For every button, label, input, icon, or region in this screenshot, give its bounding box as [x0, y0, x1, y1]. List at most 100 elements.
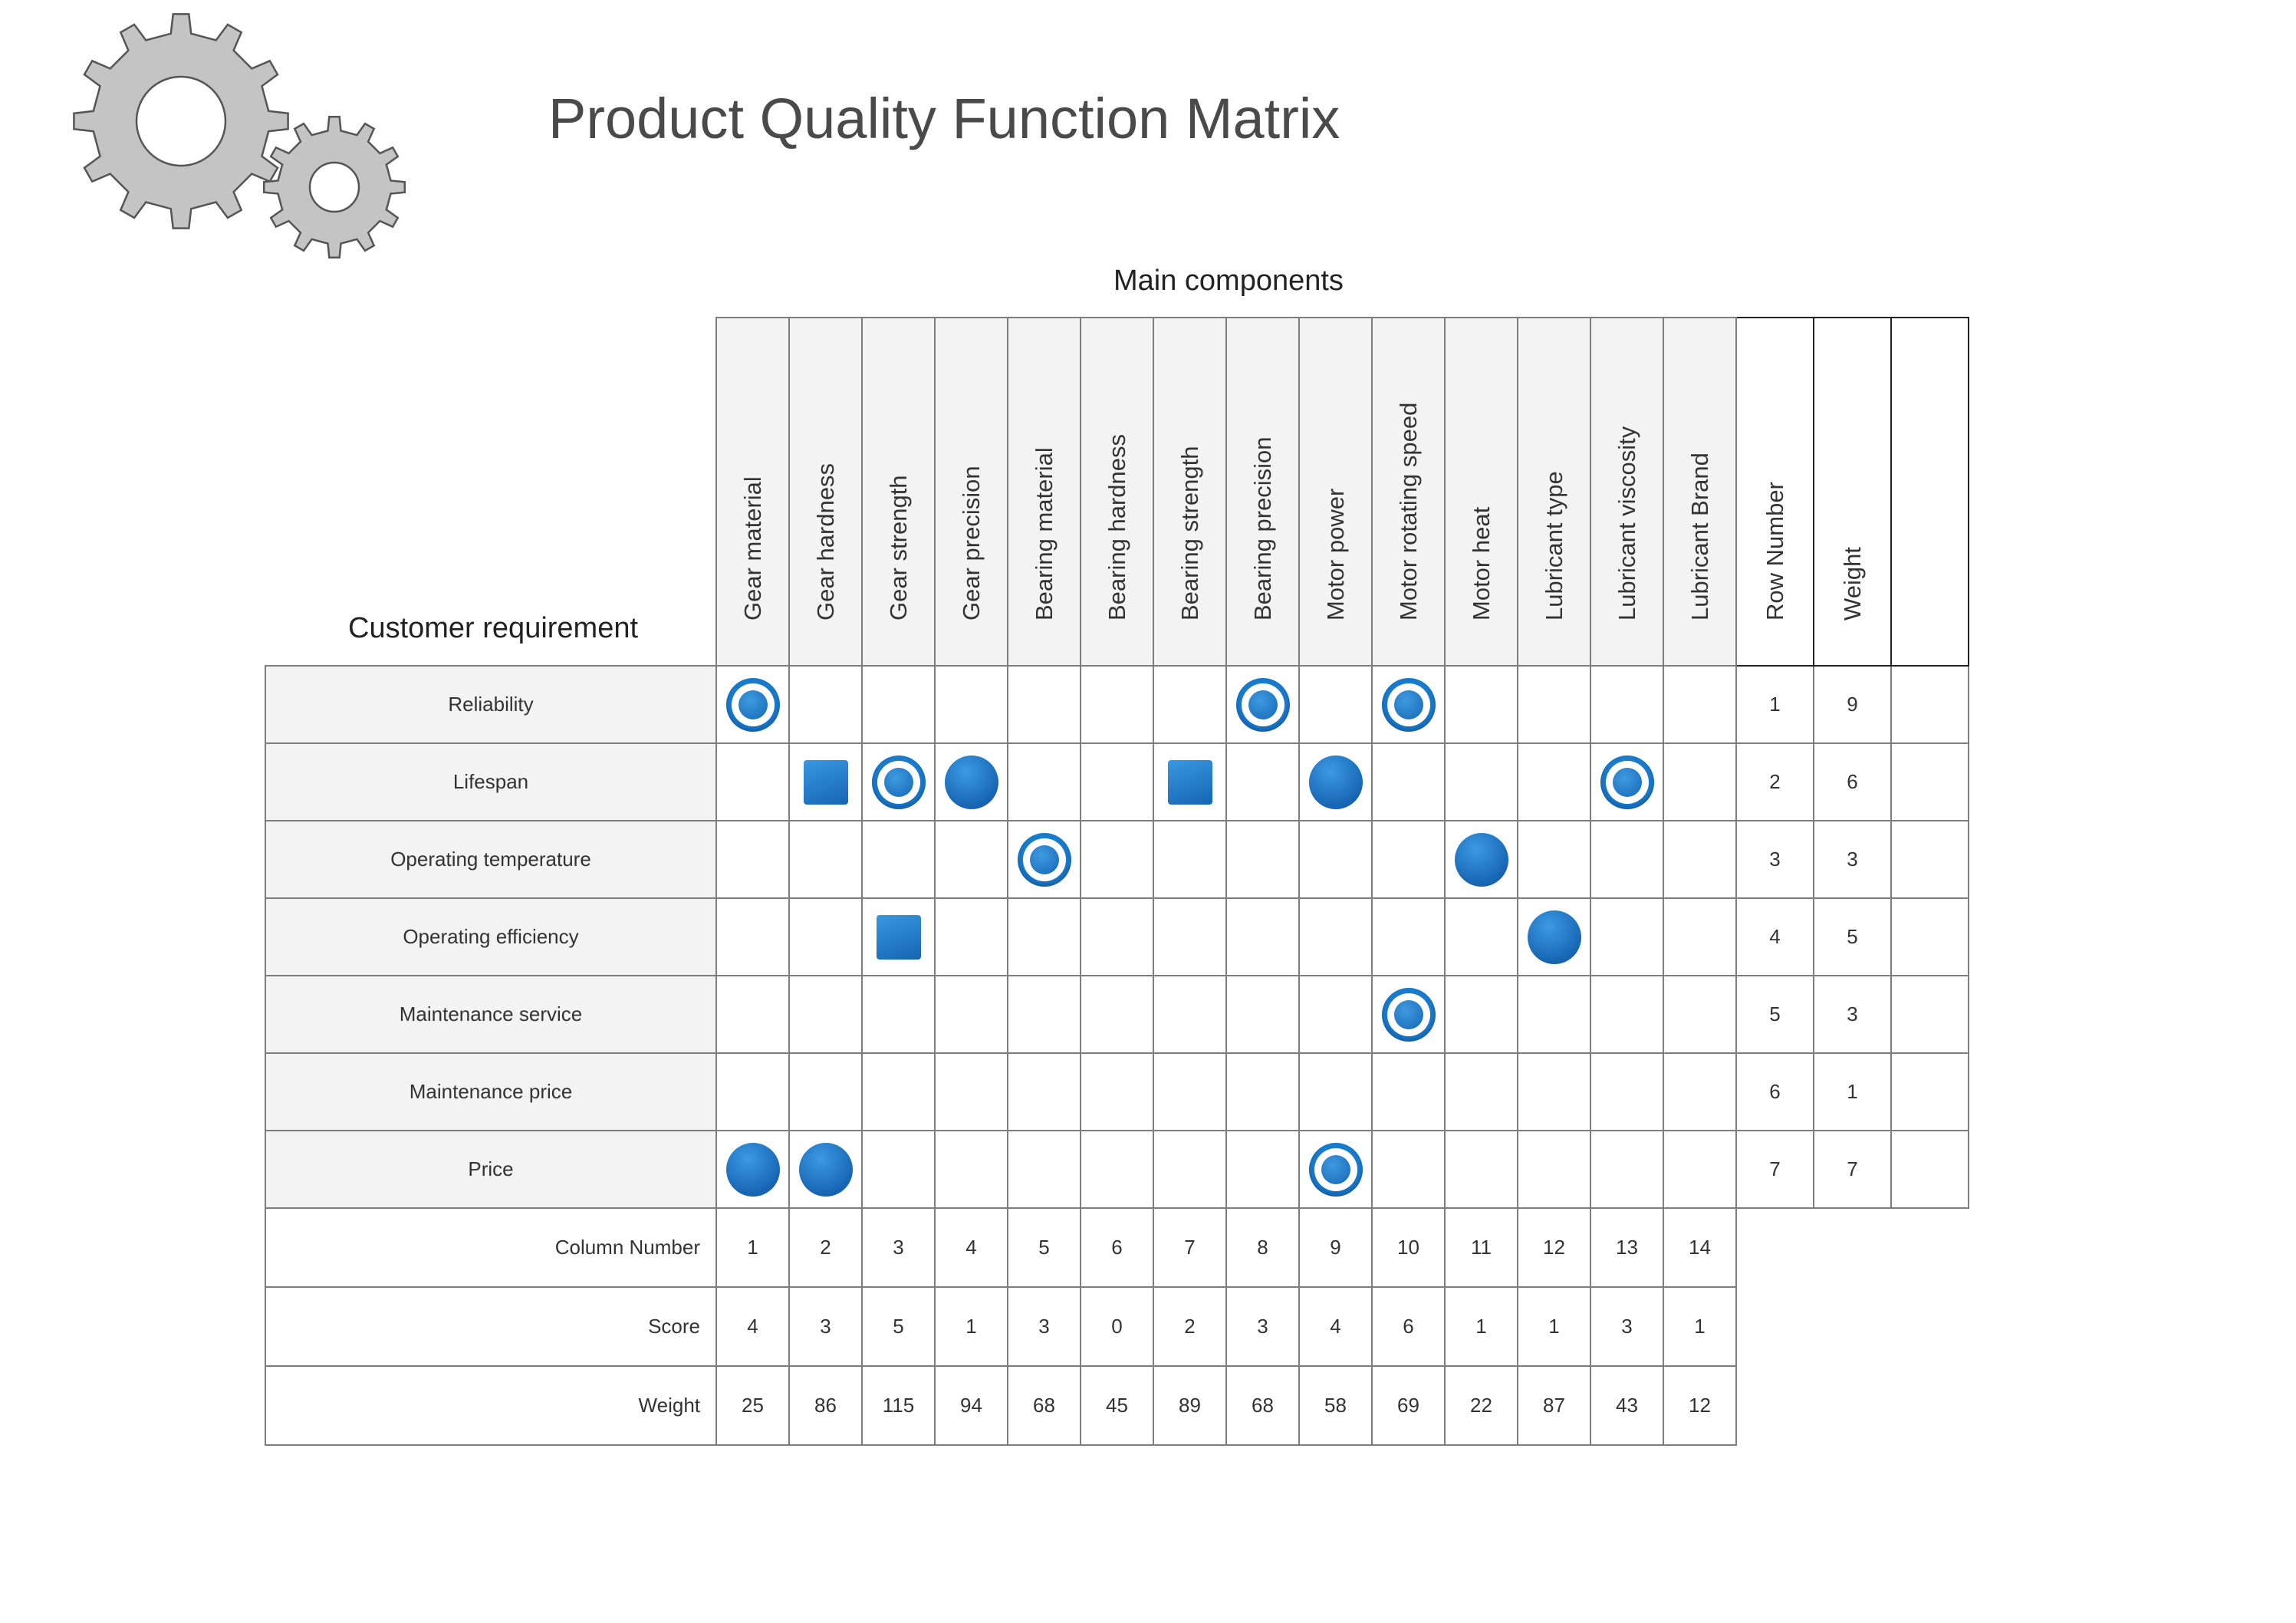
column-header: Gear strength	[861, 317, 936, 667]
matrix-cell	[1590, 897, 1664, 976]
blank-cell	[1891, 1366, 1969, 1445]
matrix-cell	[1153, 820, 1227, 899]
empty-cell	[1890, 742, 1969, 821]
row-weight-cell: 1	[1813, 1052, 1892, 1131]
footer-value: 45	[1080, 1365, 1154, 1446]
matrix-cell	[1225, 665, 1300, 744]
matrix-cell	[1663, 1130, 1737, 1209]
footer-value: 58	[1298, 1365, 1373, 1446]
double-circle-icon	[1381, 677, 1436, 732]
matrix-cell	[1590, 820, 1664, 899]
footer-value: 12	[1663, 1365, 1737, 1446]
footer-value: 115	[861, 1365, 936, 1446]
matrix-cell	[861, 1052, 936, 1131]
filled-circle-icon	[1527, 910, 1581, 964]
blank-cell	[1736, 1287, 1814, 1366]
column-header: Bearing material	[1007, 317, 1081, 667]
small-gear-icon	[262, 115, 406, 259]
row-weight-cell: 6	[1813, 742, 1892, 821]
column-header-label: Motor rotating speed	[1394, 402, 1422, 621]
blank-cell	[1814, 1366, 1891, 1445]
row-number-cell: 3	[1735, 820, 1814, 899]
footer-value: 4	[715, 1286, 790, 1367]
footer-value: 14	[1663, 1207, 1737, 1288]
matrix-cell	[715, 1052, 790, 1131]
matrix-cell	[1444, 897, 1518, 976]
footer-label: Score	[265, 1286, 717, 1367]
footer-label: Column Number	[265, 1207, 717, 1288]
matrix-cell	[1080, 975, 1154, 1054]
double-circle-icon	[1017, 832, 1071, 887]
footer-value: 9	[1298, 1207, 1373, 1288]
footer-value: 3	[1225, 1286, 1300, 1367]
column-header: Lubricant type	[1517, 317, 1591, 667]
matrix-cell	[1225, 1130, 1300, 1209]
matrix-cell	[1590, 1052, 1664, 1131]
matrix-cell	[715, 975, 790, 1054]
double-circle-icon	[1235, 677, 1290, 732]
column-header: Motor heat	[1444, 317, 1518, 667]
matrix-cell	[1517, 742, 1591, 821]
row-number-cell: 7	[1735, 1130, 1814, 1209]
footer-value: 25	[715, 1365, 790, 1446]
column-header-label: Gear material	[738, 476, 766, 621]
matrix-cell	[934, 975, 1008, 1054]
column-header-label: Motor power	[1321, 488, 1349, 621]
matrix-cell	[715, 1130, 790, 1209]
footer-label: Weight	[265, 1365, 717, 1446]
column-header: Gear hardness	[788, 317, 863, 667]
matrix-cell	[1080, 742, 1154, 821]
blank-cell	[1736, 1366, 1814, 1445]
matrix-cell	[934, 820, 1008, 899]
row-weight-cell: 3	[1813, 975, 1892, 1054]
matrix-cell	[1371, 1052, 1446, 1131]
requirement-label: Operating efficiency	[265, 897, 717, 976]
components-heading: Main components	[1113, 265, 1344, 297]
matrix-cell	[1517, 1052, 1591, 1131]
column-header: Bearing strength	[1153, 317, 1227, 667]
matrix-cell	[788, 742, 863, 821]
gears-icon	[73, 13, 406, 259]
row-number-cell: 1	[1735, 665, 1814, 744]
filled-square-icon	[876, 914, 921, 960]
matrix-cell	[1444, 820, 1518, 899]
matrix-cell	[1663, 1052, 1737, 1131]
side-header-label: Weight	[1838, 547, 1866, 621]
corner-cell	[265, 318, 716, 666]
footer-value: 94	[934, 1365, 1008, 1446]
matrix-cell	[788, 820, 863, 899]
page-title: Product Quality Function Matrix	[548, 87, 1340, 150]
column-header-label: Bearing material	[1030, 447, 1058, 621]
requirement-label: Reliability	[265, 665, 717, 744]
matrix-cell	[861, 742, 936, 821]
filled-circle-icon	[944, 755, 998, 809]
matrix-cell	[715, 665, 790, 744]
footer-value: 1	[934, 1286, 1008, 1367]
footer-value: 68	[1225, 1365, 1300, 1446]
footer-value: 89	[1153, 1365, 1227, 1446]
footer-value: 3	[788, 1286, 863, 1367]
filled-circle-icon	[1308, 755, 1363, 809]
double-circle-icon	[1600, 755, 1654, 809]
matrix-cell	[715, 897, 790, 976]
matrix-cell	[1444, 1052, 1518, 1131]
matrix-cell	[1080, 665, 1154, 744]
column-header-label: Bearing precision	[1248, 436, 1276, 621]
column-header-label: Gear strength	[884, 475, 912, 621]
filled-square-icon	[1167, 759, 1212, 805]
matrix-cell	[788, 1130, 863, 1209]
matrix-cell	[861, 820, 936, 899]
row-number-cell: 2	[1735, 742, 1814, 821]
matrix-cell	[788, 897, 863, 976]
requirement-label: Maintenance price	[265, 1052, 717, 1131]
matrix-cell	[1371, 975, 1446, 1054]
double-circle-icon	[1308, 1142, 1363, 1197]
matrix-cell	[1153, 742, 1227, 821]
filled-circle-icon	[1454, 832, 1508, 887]
requirement-label: Maintenance service	[265, 975, 717, 1054]
filled-circle-icon	[725, 1142, 780, 1197]
footer-value: 4	[934, 1207, 1008, 1288]
matrix-cell	[861, 975, 936, 1054]
column-header: Bearing hardness	[1080, 317, 1154, 667]
footer-row: Column Number 1 2 3 4 5 6 7 8 9 10 11 12 13 14	[265, 1207, 1969, 1288]
